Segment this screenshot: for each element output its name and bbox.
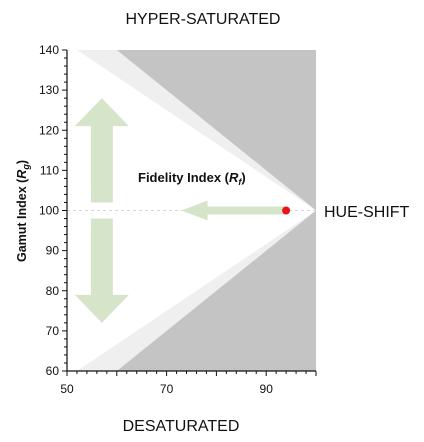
y-tick-label: 120	[39, 123, 59, 137]
boundary-region-2	[76, 210, 317, 371]
infeasible-region-1	[116, 50, 316, 211]
arrow-left-1	[181, 200, 287, 221]
fidelity-index-annotation: Fidelity Index (Rf)	[138, 170, 246, 187]
arrows-layer	[74, 98, 287, 323]
boundary-region-1	[76, 50, 317, 211]
y-axis-title: Gamut Index (Rg)	[15, 160, 31, 262]
axes-layer: 60 70 80 90 100 110 120 130 140 50 70 90	[39, 43, 317, 396]
y-tick-label: 100	[39, 204, 59, 218]
x-tick-label: 70	[160, 382, 174, 396]
arrow-down-3	[74, 218, 129, 323]
points-layer	[282, 206, 291, 215]
infeasible-region-2	[116, 210, 316, 371]
arrow-up-2	[74, 98, 129, 203]
x-tick-label: 50	[60, 382, 74, 396]
bottom-edge-label: DESATURATED	[123, 418, 240, 435]
regions-layer	[76, 50, 317, 371]
y-tick-label: 60	[46, 364, 60, 378]
fidelity-annotation-r: R	[229, 170, 239, 185]
y-axis-title-sub: g	[21, 164, 31, 171]
y-tick-label: 80	[46, 284, 60, 298]
y-tick-label: 110	[40, 163, 59, 177]
y-axis-title-r: R	[15, 170, 29, 179]
fidelity-annotation-close: )	[241, 170, 245, 185]
fidelity-annotation-main: Fidelity Index (	[138, 170, 230, 185]
fidelity-annotation-sub: f	[238, 177, 242, 187]
y-axis-title-close: )	[15, 160, 29, 164]
data-point-1	[282, 206, 291, 215]
y-axis-title-main: Gamut Index (	[15, 178, 29, 262]
right-edge-label: HUE-SHIFT	[324, 204, 410, 221]
y-tick-label: 70	[46, 324, 60, 338]
y-tick-label: 130	[39, 83, 59, 97]
x-tick-label: 90	[260, 382, 274, 396]
top-edge-label: HYPER-SATURATED	[126, 11, 281, 28]
y-tick-label: 90	[46, 244, 60, 258]
y-tick-label: 140	[39, 43, 59, 57]
